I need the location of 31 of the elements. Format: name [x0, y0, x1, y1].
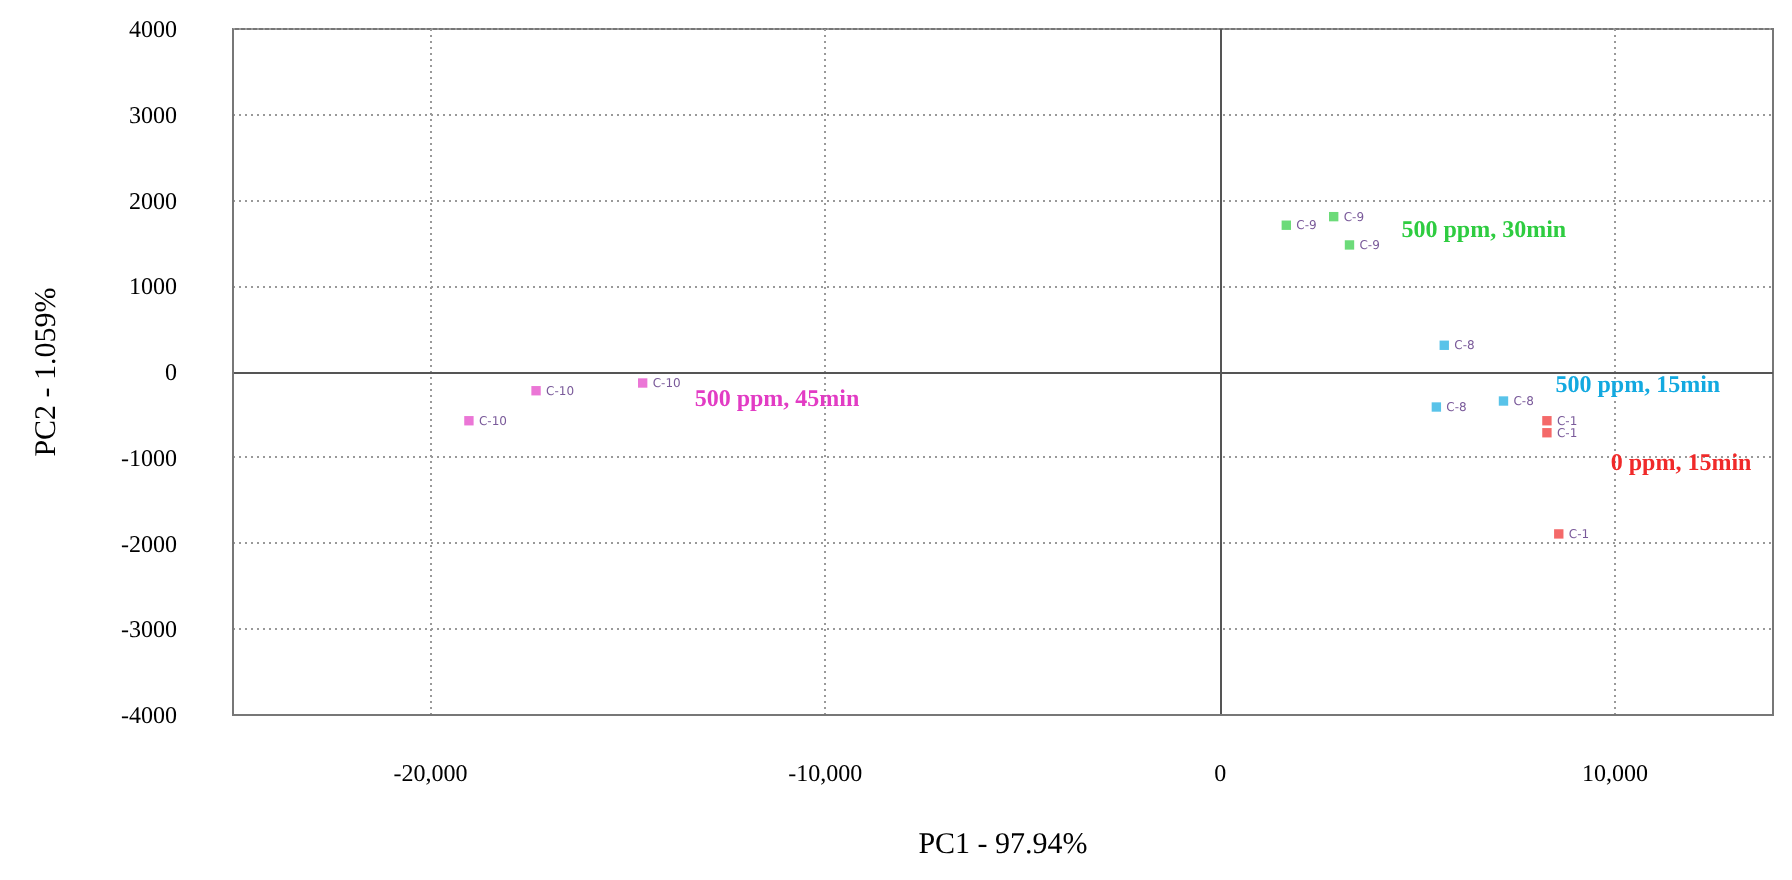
point: [1542, 428, 1552, 438]
point: [1344, 240, 1355, 250]
x-tick-label: 0: [1214, 759, 1227, 787]
y-tick-label: -4000: [121, 701, 177, 729]
y-tick-label: -3000: [121, 615, 177, 644]
x-tick-label: -10,000: [788, 759, 863, 787]
series-label: 500 ppm, 15min: [1555, 370, 1721, 399]
y-tick-label: 3000: [129, 100, 177, 129]
x-tick-label: -20,000: [393, 759, 468, 787]
y-axis-title: PC2 - 1.059%: [31, 287, 64, 457]
y-tick-label: 2000: [129, 186, 177, 215]
point: [637, 378, 648, 388]
point: [1431, 402, 1442, 412]
point: [1498, 396, 1509, 406]
series-label: 500 ppm, 45min: [694, 384, 861, 413]
series-label: 500 ppm, 30min: [1401, 214, 1567, 243]
point: [1281, 220, 1291, 230]
point: [1554, 529, 1564, 539]
point: [531, 386, 541, 396]
x-axis-title: PC1 - 97.94%: [918, 829, 1088, 861]
text: 0 ppm, 15min: [1610, 448, 1753, 477]
y-tick-label: 1000: [129, 272, 177, 301]
point: [464, 416, 474, 426]
y-tick-label: -2000: [121, 529, 177, 558]
point: [1542, 416, 1552, 426]
y-tick-label: 4000: [129, 15, 177, 43]
y-tick-label: 0: [165, 358, 177, 386]
x-tick-label: 10,000: [1582, 759, 1649, 787]
point: [1329, 211, 1339, 222]
point: [1439, 340, 1449, 350]
y-tick-label: -1000: [121, 443, 177, 472]
